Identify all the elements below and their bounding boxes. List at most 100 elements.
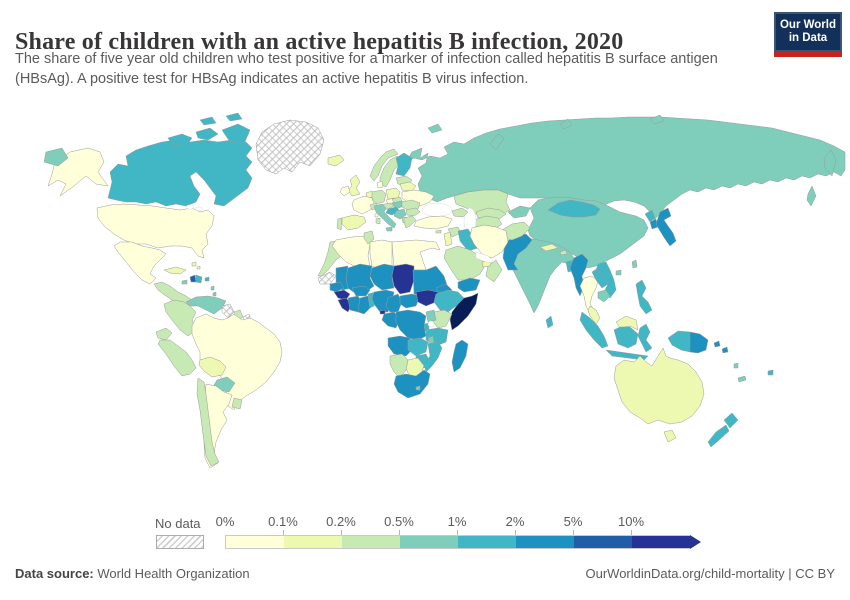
country-iran[interactable] [469, 224, 509, 259]
country-turkey[interactable] [413, 215, 453, 230]
country-mexico[interactable] [113, 241, 167, 285]
country-canada-baffin-island[interactable] [221, 123, 251, 145]
country-norway[interactable] [369, 148, 399, 182]
country-australia[interactable] [613, 347, 705, 425]
region-lesser-antilles[interactable] [210, 285, 217, 297]
country-italy-sicily[interactable] [385, 226, 393, 232]
country-angola[interactable] [387, 335, 413, 357]
country-cuba[interactable] [163, 266, 187, 275]
legend-swatch[interactable] [574, 535, 632, 549]
country-nepal[interactable] [539, 243, 559, 252]
attribution-link[interactable]: OurWorldinData.org/child-mortality | CC … [585, 566, 836, 581]
country-canada-island4[interactable] [225, 112, 243, 122]
country-chad[interactable] [391, 263, 415, 295]
country-south-sudan[interactable] [415, 289, 439, 307]
island-severnaya-zemlya[interactable] [559, 118, 573, 130]
country-guyana[interactable] [221, 303, 235, 319]
country-vanuatu[interactable] [733, 362, 739, 369]
country-hainan[interactable] [615, 269, 622, 276]
country-mali[interactable] [345, 263, 375, 295]
country-philippines[interactable] [635, 279, 653, 315]
country-uruguay[interactable] [231, 397, 243, 410]
country-western-sahara[interactable] [317, 271, 337, 285]
country-ecuador[interactable] [155, 327, 173, 341]
legend-swatch[interactable] [342, 535, 400, 549]
country-taiwan[interactable] [631, 259, 638, 269]
country-denmark[interactable] [376, 180, 384, 189]
country-indonesia-java[interactable] [605, 349, 649, 361]
country-namibia[interactable] [389, 353, 409, 379]
country-drc[interactable] [395, 309, 427, 341]
country-indonesia-borneo[interactable] [613, 326, 639, 349]
country-madagascar[interactable] [451, 339, 469, 373]
country-canada-island2[interactable] [195, 127, 219, 141]
country-sri-lanka[interactable] [545, 315, 554, 329]
country-central-african-republic[interactable] [399, 293, 421, 309]
country-vietnam[interactable] [595, 261, 617, 299]
country-indonesia-sulawesi[interactable] [637, 323, 653, 353]
country-pakistan[interactable] [502, 233, 533, 271]
country-spain[interactable] [341, 214, 367, 231]
country-canada-island3[interactable] [199, 116, 217, 126]
legend-swatch[interactable] [516, 535, 574, 549]
island-svalbard[interactable] [427, 123, 443, 134]
country-russia-sakhalin[interactable] [806, 185, 817, 207]
country-puerto-rico[interactable] [204, 276, 210, 282]
country-algeria[interactable] [331, 235, 371, 269]
country-south-africa[interactable] [393, 369, 431, 399]
country-united-kingdom[interactable] [347, 174, 361, 197]
country-bhutan[interactable] [559, 249, 568, 256]
country-canada-victoria-island[interactable] [167, 133, 193, 147]
country-guinea[interactable] [333, 289, 351, 301]
country-ireland[interactable] [339, 185, 351, 197]
legend-swatch[interactable] [400, 535, 458, 549]
country-serbia-bosnia[interactable] [393, 208, 407, 220]
island-new-siberian[interactable] [649, 114, 665, 125]
legend-swatch[interactable] [632, 535, 690, 549]
country-romania[interactable] [401, 199, 421, 211]
country-canada[interactable] [107, 139, 253, 207]
country-ghana[interactable] [357, 295, 371, 315]
no-data-swatch[interactable] [156, 535, 204, 549]
island-novaya-zemlya[interactable] [489, 133, 505, 151]
country-haiti[interactable] [189, 274, 197, 283]
country-uganda[interactable] [425, 309, 437, 323]
country-indonesia-sumatra[interactable] [579, 311, 609, 349]
country-cambodia[interactable] [597, 289, 611, 303]
country-niger[interactable] [369, 263, 395, 291]
country-tunisia[interactable] [363, 230, 375, 245]
country-iceland[interactable] [327, 154, 345, 167]
country-ethiopia[interactable] [433, 289, 465, 313]
country-germany[interactable] [371, 189, 387, 205]
country-dominican-republic[interactable] [195, 274, 203, 284]
country-new-caledonia[interactable] [737, 375, 747, 383]
country-papua-new-guinea[interactable] [689, 331, 709, 354]
country-indonesia-papua[interactable] [667, 330, 691, 353]
country-somalia[interactable] [449, 292, 479, 331]
country-australia-tasmania[interactable] [663, 429, 677, 443]
country-india[interactable] [507, 237, 575, 314]
country-equatorial-guinea[interactable] [379, 309, 386, 315]
country-solomon-islands[interactable] [713, 340, 729, 354]
country-burkina-faso[interactable] [351, 285, 371, 297]
country-bolivia[interactable] [198, 356, 227, 378]
country-france-corsica[interactable] [374, 212, 379, 218]
country-zambia[interactable] [407, 337, 429, 357]
country-portugal[interactable] [336, 217, 343, 231]
legend-color-bar[interactable] [225, 535, 701, 549]
country-mongolia[interactable] [547, 199, 601, 218]
country-fiji[interactable] [767, 369, 774, 376]
country-russia-chukotka-fragment[interactable] [43, 147, 69, 167]
country-bahamas[interactable] [191, 261, 201, 270]
country-israel-jordan[interactable] [443, 231, 453, 247]
country-belarus[interactable] [399, 181, 417, 192]
country-japan[interactable] [655, 207, 677, 247]
country-new-zealand-north[interactable] [723, 412, 739, 429]
country-cyprus[interactable] [435, 229, 442, 234]
country-greece[interactable] [403, 215, 417, 229]
country-greenland[interactable] [255, 119, 325, 175]
country-italy[interactable] [373, 203, 397, 229]
legend-swatch[interactable] [225, 535, 284, 549]
country-lesotho[interactable] [415, 385, 421, 391]
